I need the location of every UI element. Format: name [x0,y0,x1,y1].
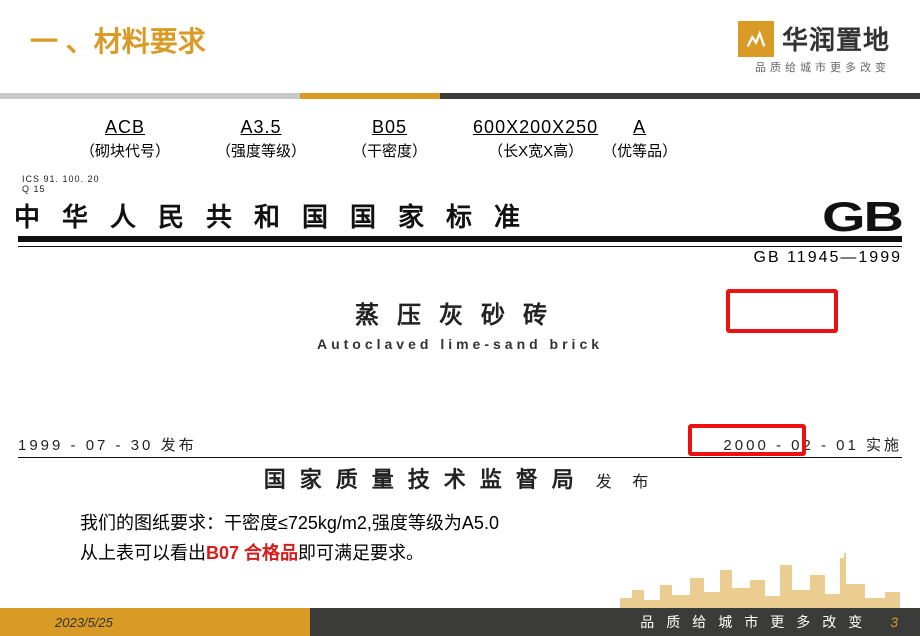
doc-title-block: 蒸压灰砂砖 Autoclaved lime-sand brick [18,295,902,352]
org-name: 国家质量技术监督局 [264,467,588,492]
spec-item: A3.5 （强度等级） [216,117,306,161]
spec-code: 600X200X250 [473,117,598,138]
ics-code: ICS 91. 100. 20 [22,175,902,185]
separator-bar [0,93,920,99]
note-highlight: B07 合格品 [206,543,298,563]
spec-label: （长X宽X高） [473,140,598,161]
footer-date: 2023/5/25 [0,608,310,636]
highlight-box-icon [688,424,806,456]
footer-bar: 2023/5/25 品质给城市更多改变 3 [0,608,920,636]
spec-code: A [602,117,677,138]
doc-dates-row: 1999 - 07 - 30 发布 2000 - 02 - 01 实施 [18,434,902,458]
footer: 2023/5/25 品质给城市更多改变 3 [0,582,920,636]
note-text: 从上表可以看出 [80,543,206,563]
publish-date: 1999 - 07 - 30 发布 [18,434,197,455]
spec-label: （优等品） [602,140,677,161]
spec-code: B05 [352,117,427,138]
fabu-label: 发 布 [596,474,656,491]
doc-title-en: Autoclaved lime-sand brick [18,336,902,352]
spec-item: 600X200X250 （长X宽X高） A （优等品） [473,117,677,161]
logo-name: 华润置地 [782,20,890,57]
spec-label: （强度等级） [216,140,306,161]
page-title: 一 、材料要求 [30,20,206,60]
note-line-1: 我们的图纸要求：干密度≤725kg/m2,强度等级为A5.0 [80,508,920,539]
logo-tagline: 品质给城市更多改变 [738,59,890,75]
country-standard-title: 中华人民共和国国家标准 [14,197,542,234]
gb-logo: GB [822,200,902,234]
spec-item: ACB （砌块代号） [80,117,170,161]
spec-label: （砌块代号） [80,140,170,161]
doc-org: 国家质量技术监督局发 布 [18,462,902,494]
gb-code: GB 11945—1999 [18,246,902,267]
spec-row: ACB （砌块代号） A3.5 （强度等级） B05 （干密度） 600X200… [0,99,920,165]
note-text: 即可满足要求。 [298,543,424,563]
page-number: 3 [890,614,898,630]
logo-block: 华润置地 品质给城市更多改变 [738,20,890,75]
spec-code: ACB [80,117,170,138]
header: 一 、材料要求 华润置地 品质给城市更多改变 [0,0,920,85]
spec-code: A3.5 [216,117,306,138]
spec-label: （干密度） [352,140,427,161]
spec-item: B05 （干密度） [352,117,427,161]
standard-document: ICS 91. 100. 20 Q 15 中华人民共和国国家标准 GB GB 1… [18,175,902,494]
highlight-box-icon [726,289,838,333]
logo-icon [738,21,774,57]
footer-slogan: 品质给城市更多改变 3 [310,608,920,636]
slogan-text: 品质给城市更多改变 [640,612,874,632]
gb-header-row: 中华人民共和国国家标准 GB [18,189,902,242]
skyline-icon [620,550,900,610]
